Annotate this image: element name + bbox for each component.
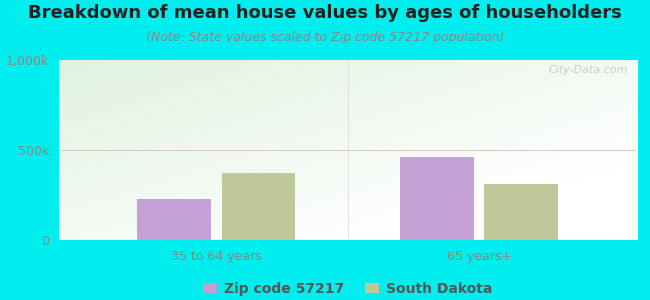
Text: (Note: State values scaled to Zip code 57217 population): (Note: State values scaled to Zip code 5… [146,32,504,44]
Bar [484,184,558,240]
Bar [400,157,474,240]
Text: City-Data.com: City-Data.com [549,65,629,75]
Legend: Zip code 57217, South Dakota: Zip code 57217, South Dakota [198,276,498,300]
Text: Breakdown of mean house values by ages of householders: Breakdown of mean house values by ages o… [28,4,622,22]
Bar [222,173,295,240]
Bar [137,199,211,240]
